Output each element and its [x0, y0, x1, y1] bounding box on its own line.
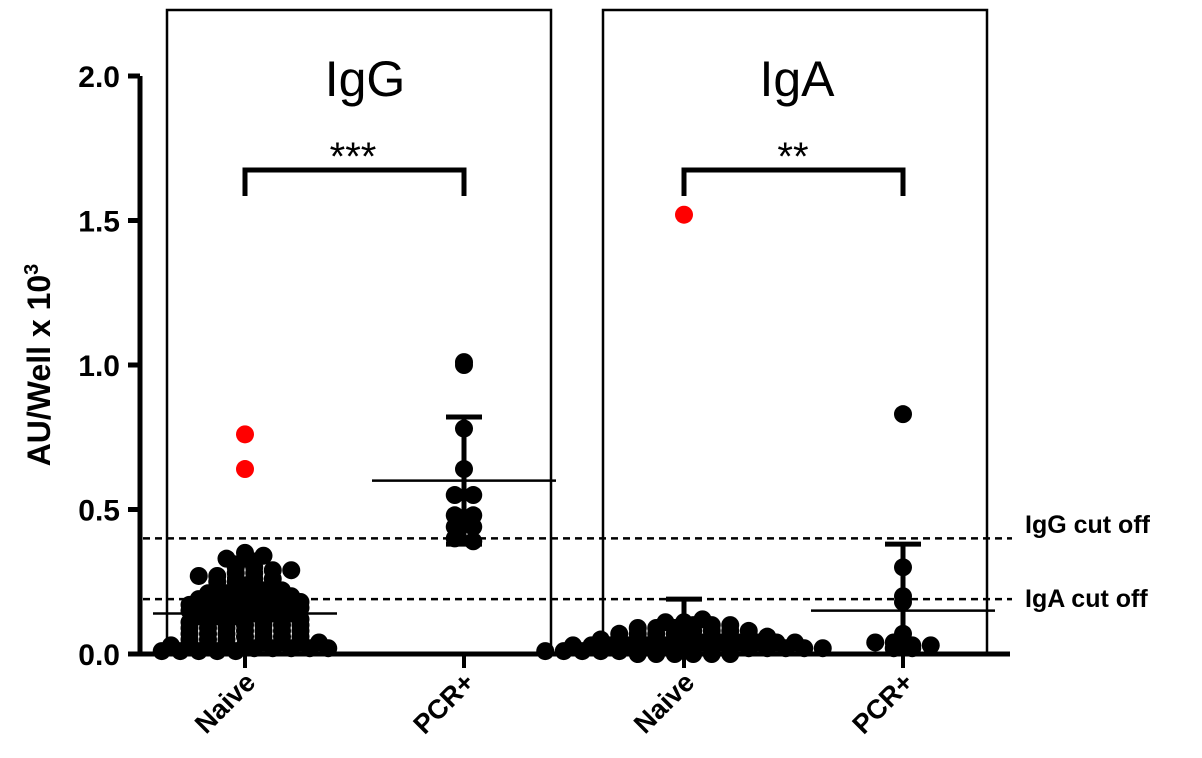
data-point — [217, 549, 236, 568]
data-point — [455, 460, 473, 479]
data-point-highlight — [236, 460, 254, 479]
data-point — [208, 566, 227, 585]
data-point — [464, 506, 483, 525]
data-point — [591, 630, 610, 649]
significance-bracket-igg — [242, 167, 467, 196]
data-point-highlight — [675, 205, 693, 224]
data-point — [656, 613, 675, 632]
significance-label-igg: *** — [330, 135, 377, 179]
x-category-label: PCR+ — [847, 667, 920, 740]
data-point — [445, 486, 464, 505]
x-category-label: PCR+ — [408, 667, 481, 740]
y-tick-label: 1.0 — [78, 350, 120, 383]
x-category-label: Naive — [189, 667, 261, 739]
data-point — [721, 616, 740, 635]
data-point — [921, 636, 940, 655]
data-point — [236, 543, 254, 562]
significance-label-iga: ** — [777, 135, 808, 179]
data-point — [894, 587, 912, 606]
y-tick-label: 0.5 — [78, 495, 120, 528]
data-point — [455, 419, 473, 438]
y-tick-label: 0.0 — [78, 639, 120, 672]
data-point — [254, 546, 273, 565]
data-point — [739, 621, 758, 640]
data-point — [675, 613, 693, 632]
data-point — [455, 353, 473, 372]
data-point — [693, 610, 712, 629]
y-tick-label: 2.0 — [78, 61, 120, 94]
x-category-label: Naive — [628, 667, 700, 739]
data-point — [628, 618, 647, 637]
data-point — [445, 506, 464, 525]
data-point — [536, 642, 555, 661]
significance-bracket-iga — [681, 167, 906, 196]
category-axis: Naive PCR+ Naive PCR+ — [189, 654, 919, 740]
data-point — [564, 636, 582, 655]
cutoff-label-iga: IgA cut off — [1025, 585, 1148, 613]
panel-title-igg: IgG — [325, 51, 406, 107]
data-point — [263, 561, 282, 580]
data-point — [894, 558, 912, 577]
y-axis-label-exponent: 3 — [21, 264, 43, 275]
y-axis: 0.0 0.5 1.0 1.5 2.0 — [78, 61, 143, 672]
data-point — [189, 566, 208, 585]
data-point — [162, 636, 180, 655]
data-point — [310, 633, 328, 652]
data-point — [758, 627, 777, 646]
panel-title-iga: IgA — [759, 51, 835, 107]
data-point — [866, 633, 885, 652]
data-point — [282, 561, 301, 580]
data-point — [894, 405, 912, 424]
cutoff-label-igg: IgG cut off — [1025, 511, 1151, 539]
y-axis-label: AU/Well x 103 — [21, 264, 57, 467]
data-point — [464, 486, 483, 505]
data-point — [464, 532, 483, 551]
data-point — [610, 624, 629, 643]
data-point — [786, 633, 804, 652]
y-tick-label: 1.5 — [78, 206, 120, 239]
data-point-highlight — [236, 425, 254, 444]
data-point — [894, 624, 912, 643]
data-points — [152, 205, 940, 663]
